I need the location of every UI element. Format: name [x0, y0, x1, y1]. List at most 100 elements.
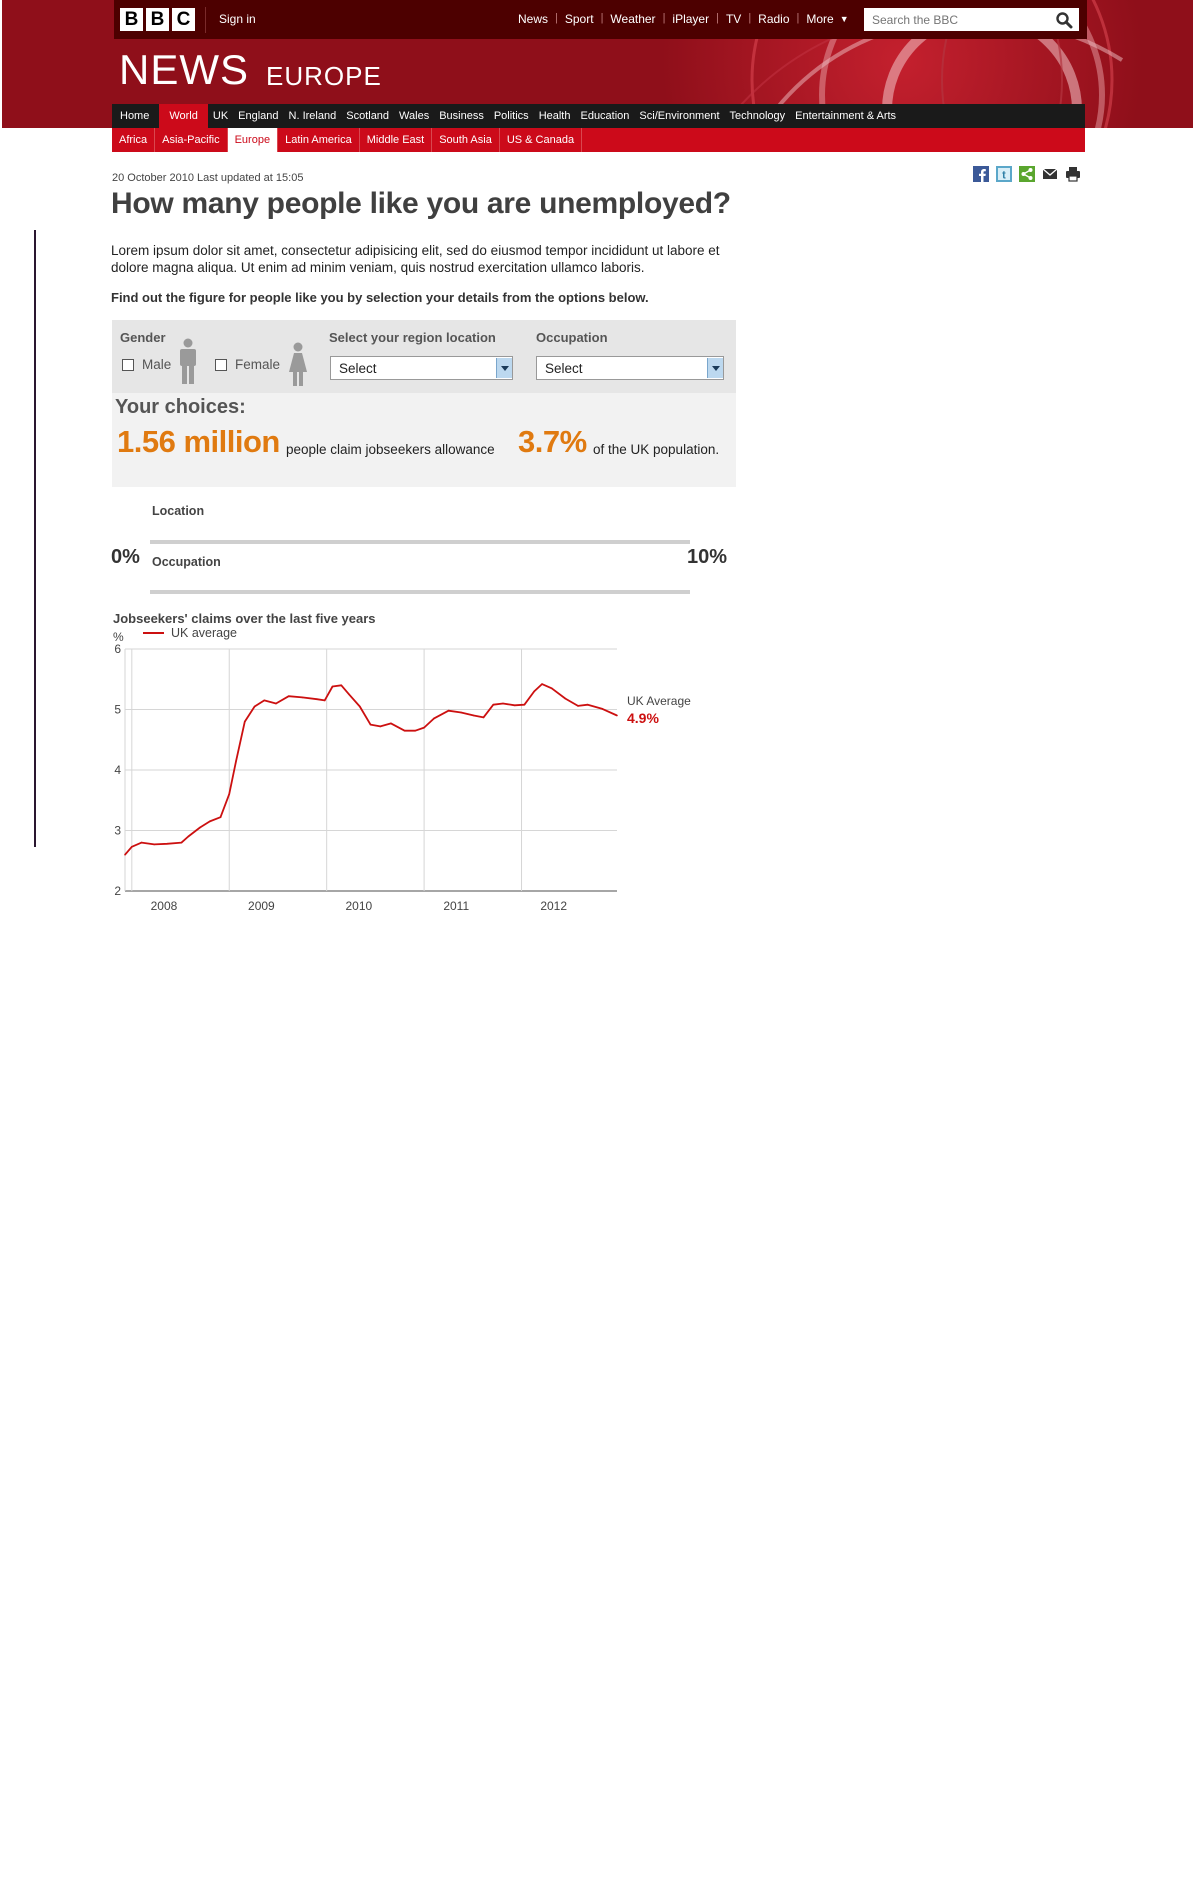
- region-select-value: Select: [339, 360, 377, 376]
- top-nav-sport[interactable]: Sport: [564, 12, 594, 26]
- female-option[interactable]: Female: [215, 357, 280, 372]
- choices-panel: Your choices: 1.56 million people claim …: [112, 393, 736, 487]
- data-point: [199, 826, 201, 829]
- occupation-select[interactable]: Select: [536, 356, 724, 380]
- subnav-south-asia[interactable]: South Asia: [432, 128, 500, 152]
- range-max-label: 10%: [687, 546, 728, 568]
- legend-label: UK average: [171, 626, 237, 640]
- data-point: [369, 723, 372, 726]
- facebook-icon[interactable]: [973, 166, 989, 182]
- data-point: [124, 853, 126, 856]
- subnav-middle-east[interactable]: Middle East: [360, 128, 433, 152]
- primary-nav: Home World UK England N. Ireland Scotlan…: [112, 104, 1085, 128]
- female-person-icon: [289, 342, 307, 386]
- occupation-select-value: Select: [545, 360, 583, 376]
- nav-n-ireland[interactable]: N. Ireland: [288, 110, 337, 122]
- bbc-logo[interactable]: B B C: [120, 8, 195, 31]
- region-select[interactable]: Select: [330, 356, 513, 380]
- data-point: [587, 703, 589, 706]
- instruction-text: Find out the figure for people like you …: [111, 290, 649, 305]
- data-point: [423, 726, 425, 729]
- nav-uk[interactable]: UK: [212, 110, 229, 122]
- occupation-range-bar: [150, 590, 690, 594]
- location-range-bar: [150, 540, 690, 544]
- data-point: [502, 702, 504, 705]
- top-nav: News | Sport | Weather | iPlayer | TV | Radio…: [518, 12, 849, 26]
- subnav-us-canada[interactable]: US & Canada: [500, 128, 583, 152]
- data-point: [263, 699, 266, 702]
- print-icon[interactable]: [1065, 166, 1081, 182]
- top-nav-tv[interactable]: TV: [725, 12, 742, 26]
- data-point: [187, 835, 190, 838]
- nav-wales[interactable]: Wales: [399, 110, 430, 122]
- nav-education[interactable]: Education: [580, 110, 630, 122]
- data-point: [228, 793, 230, 795]
- data-point: [359, 705, 361, 708]
- data-point: [323, 699, 326, 702]
- share-icon[interactable]: [1019, 166, 1035, 182]
- line-chart: 6 5 4 3 2 2008 2009 2010 2011 2012 UK average: [114, 626, 618, 913]
- nav-sci-environment[interactable]: Sci/Environment: [639, 110, 720, 122]
- subnav-europe[interactable]: Europe: [227, 128, 279, 152]
- data-point: [433, 717, 435, 720]
- top-nav-news[interactable]: News: [518, 12, 549, 26]
- female-checkbox[interactable]: [215, 358, 227, 371]
- male-option[interactable]: Male: [122, 357, 171, 372]
- subnav-africa[interactable]: Africa: [112, 128, 156, 152]
- subnav-asia-pacific[interactable]: Asia-Pacific: [155, 128, 228, 152]
- male-person-icon: [180, 338, 196, 384]
- data-point: [616, 714, 618, 717]
- y-tick-label: 5: [114, 703, 121, 717]
- chart-title: Jobseekers' claims over the last five ye…: [113, 611, 376, 626]
- bbc-logo-letter: B: [146, 8, 169, 31]
- twitter-icon[interactable]: t: [996, 166, 1012, 182]
- email-icon[interactable]: [1042, 166, 1058, 182]
- nav-england[interactable]: England: [238, 110, 279, 122]
- occupation-range-label: Occupation: [152, 555, 221, 569]
- nav-world[interactable]: World: [159, 104, 208, 128]
- y-axis-unit: %: [113, 630, 124, 644]
- x-tick-label: 2011: [443, 899, 469, 913]
- top-nav-radio[interactable]: Radio: [758, 12, 790, 26]
- nav-business[interactable]: Business: [439, 110, 484, 122]
- top-nav-weather[interactable]: Weather: [610, 12, 656, 26]
- data-point: [390, 722, 392, 725]
- data-point: [403, 729, 406, 732]
- search-icon[interactable]: [1055, 11, 1073, 29]
- claimants-text: people claim jobseekers allowance: [286, 442, 495, 457]
- x-tick-label: 2009: [248, 899, 275, 913]
- data-point: [301, 696, 304, 699]
- x-tick-label: 2008: [151, 899, 178, 913]
- data-point: [577, 705, 579, 707]
- nav-health[interactable]: Health: [538, 110, 571, 122]
- male-checkbox[interactable]: [122, 358, 134, 371]
- nav-technology[interactable]: Technology: [729, 110, 786, 122]
- data-point: [180, 841, 183, 844]
- data-point: [523, 703, 526, 706]
- region-label: Select your region location: [329, 330, 496, 345]
- search-input[interactable]: [864, 12, 1052, 27]
- sign-in-link[interactable]: Sign in: [219, 12, 256, 26]
- data-point: [513, 704, 516, 707]
- claimants-count: 1.56 million: [117, 424, 280, 459]
- divider: |: [748, 12, 752, 24]
- subnav-latin-america[interactable]: Latin America: [278, 128, 360, 152]
- nav-scotland[interactable]: Scotland: [346, 110, 390, 122]
- data-point: [140, 841, 143, 844]
- last-updated: Last updated at 15:05: [197, 172, 304, 184]
- news-title[interactable]: NEWS: [119, 46, 249, 93]
- date-line: 20 October 2010 Last updated at 15:05: [112, 172, 303, 184]
- nav-home[interactable]: Home: [120, 110, 150, 122]
- chevron-down-icon[interactable]: [707, 358, 723, 378]
- top-nav-iplayer[interactable]: iPlayer: [672, 12, 710, 26]
- data-point: [460, 711, 462, 714]
- uk-average-label: UK Average: [627, 694, 691, 708]
- nav-politics[interactable]: Politics: [493, 110, 529, 122]
- divider: |: [716, 12, 719, 24]
- top-nav-more[interactable]: More ▼: [806, 12, 848, 26]
- data-point: [482, 716, 485, 719]
- nav-entertainment-arts[interactable]: Entertainment & Arts: [795, 110, 897, 122]
- data-point: [541, 683, 543, 685]
- data-point: [131, 846, 133, 848]
- chevron-down-icon[interactable]: [496, 358, 512, 378]
